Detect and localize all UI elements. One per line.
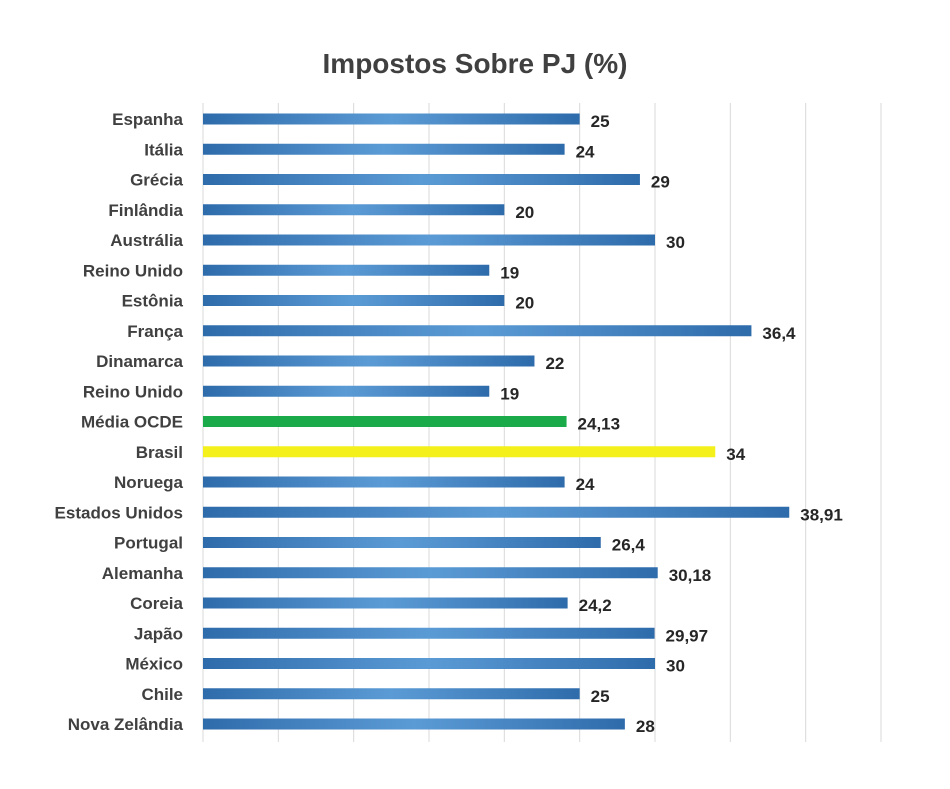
bar — [203, 355, 535, 367]
data-label: 25 — [591, 687, 610, 706]
data-label: 24 — [576, 142, 595, 161]
data-label: 30 — [666, 657, 685, 676]
data-label: 20 — [515, 203, 534, 222]
data-label: 20 — [515, 294, 534, 313]
data-label: 34 — [726, 445, 745, 464]
bar — [203, 143, 565, 155]
category-label: México — [125, 655, 183, 674]
bar — [203, 234, 655, 246]
data-label: 38,91 — [800, 505, 843, 524]
category-label: Reino Unido — [83, 261, 183, 280]
bar — [203, 264, 490, 276]
bar — [203, 476, 565, 488]
bar — [203, 325, 752, 337]
bar — [203, 567, 658, 579]
data-label: 19 — [500, 263, 519, 282]
category-label: Dinamarca — [96, 352, 183, 371]
data-label: 24,13 — [578, 415, 621, 434]
bar — [203, 416, 567, 427]
category-label: Itália — [144, 140, 183, 159]
data-label: 26,4 — [612, 536, 646, 555]
data-label: 19 — [500, 384, 519, 403]
category-label: Alemanha — [102, 564, 184, 583]
value-labels: 25 24 29 20 30 19 20 36,4 22 19 24,13 34 24 38,91 26,4… — [500, 112, 843, 736]
data-label: 29 — [651, 173, 670, 192]
data-label: 28 — [636, 717, 655, 736]
data-label: 24,2 — [579, 596, 612, 615]
bar — [203, 506, 790, 518]
data-label: 30 — [666, 233, 685, 252]
bar — [203, 295, 505, 306]
category-label: Estônia — [122, 292, 184, 311]
category-label: França — [127, 322, 183, 341]
data-label: 24 — [576, 475, 595, 494]
category-label: Brasil — [136, 443, 183, 462]
category-label: Média OCDE — [81, 413, 183, 432]
category-label: Portugal — [114, 534, 183, 553]
category-label: Austrália — [110, 231, 183, 250]
bar — [203, 537, 601, 548]
bar — [203, 627, 655, 639]
category-label: Estados Unidos — [55, 503, 183, 522]
bar — [203, 385, 490, 397]
bar — [203, 597, 568, 609]
category-labels: Espanha Itália Grécia Finlândia Austrália Rei… — [55, 110, 184, 734]
category-label: Chile — [141, 685, 183, 704]
category-label: Finlândia — [108, 201, 183, 220]
bar — [203, 446, 716, 458]
bar — [203, 688, 580, 700]
category-label: Reino Unido — [83, 382, 183, 401]
data-label: 36,4 — [762, 324, 796, 343]
bar — [203, 113, 580, 125]
category-label: Espanha — [112, 110, 183, 129]
data-label: 25 — [591, 112, 610, 131]
data-label: 30,18 — [669, 566, 712, 585]
data-label: 22 — [545, 354, 564, 373]
chart-title: Impostos Sobre PJ (%) — [322, 48, 628, 79]
category-label: Nova Zelândia — [68, 715, 184, 734]
data-label: 29,97 — [666, 626, 709, 645]
bar — [203, 174, 640, 185]
category-label: Coreia — [130, 594, 183, 613]
category-label: Japão — [134, 624, 183, 643]
category-label: Grécia — [130, 171, 183, 190]
bar — [203, 718, 625, 730]
bar — [203, 204, 505, 216]
bars — [203, 113, 790, 730]
bar — [203, 658, 655, 669]
category-label: Noruega — [114, 473, 184, 492]
